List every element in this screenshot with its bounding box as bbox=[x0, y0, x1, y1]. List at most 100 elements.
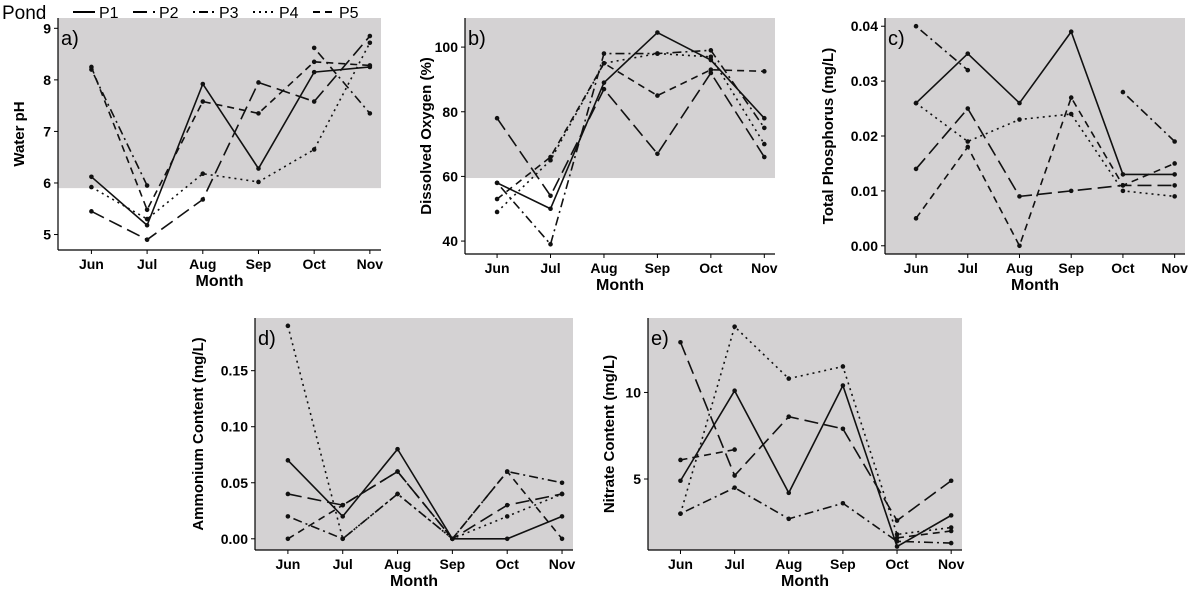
y-tick-label: 8 bbox=[43, 72, 51, 88]
data-point-p5-aug bbox=[200, 99, 206, 104]
data-point-p5-nov bbox=[559, 536, 565, 542]
data-point-p1-nov bbox=[1172, 172, 1177, 177]
data-point-p4-jul bbox=[732, 324, 737, 329]
x-tick-label-jul: Jul bbox=[958, 260, 978, 276]
data-point-p3-aug bbox=[786, 516, 792, 522]
data-point-p5-nov bbox=[948, 528, 954, 534]
data-point-p4-aug bbox=[786, 376, 792, 381]
x-tick-label-jul: Jul bbox=[540, 260, 560, 276]
data-point-p3-oct bbox=[708, 48, 714, 53]
series-line-p2 bbox=[496, 72, 765, 197]
series-p2 bbox=[494, 70, 767, 199]
y-tick-label: 5 bbox=[633, 471, 641, 487]
data-point-p4-sep bbox=[256, 179, 261, 185]
x-axis-title: Month bbox=[1011, 277, 1059, 294]
data-point-p3-sep bbox=[840, 500, 846, 506]
data-point-p5-oct bbox=[708, 67, 714, 73]
panel-shading bbox=[255, 318, 573, 550]
series-line-p3 bbox=[1122, 91, 1176, 143]
data-point-p1-oct bbox=[311, 69, 317, 75]
data-point-p3-oct bbox=[311, 45, 317, 51]
x-tick-label-nov: Nov bbox=[938, 556, 965, 572]
x-tick-label-aug: Aug bbox=[1006, 260, 1033, 276]
series-line-p1 bbox=[915, 30, 1175, 176]
data-point-p1-jun bbox=[678, 478, 683, 484]
data-point-p5-jun bbox=[89, 64, 94, 70]
data-point-p3-aug bbox=[601, 51, 607, 56]
x-axis-title: Month bbox=[196, 273, 244, 290]
data-point-p2-sep bbox=[840, 426, 846, 432]
data-point-p4-nov bbox=[948, 525, 954, 530]
data-point-p5-nov bbox=[1172, 161, 1177, 166]
data-point-p3-jul bbox=[548, 242, 553, 247]
data-point-p5-nov bbox=[762, 69, 767, 74]
series-p3 bbox=[913, 23, 1177, 144]
data-point-p2-sep bbox=[1068, 188, 1074, 194]
data-point-p4-jul bbox=[340, 536, 346, 542]
y-axis-title: Dissolved Oxygen (%) bbox=[418, 57, 435, 215]
data-point-p5-jun bbox=[913, 216, 919, 221]
data-point-p1-oct bbox=[504, 536, 510, 542]
data-point-p4-sep bbox=[1068, 111, 1074, 117]
legend-label-p1: P1 bbox=[99, 5, 119, 22]
series-line-p1 bbox=[90, 66, 370, 227]
data-point-p1-jun bbox=[89, 174, 94, 180]
series-p5 bbox=[678, 447, 954, 541]
series-p5 bbox=[494, 60, 767, 202]
data-point-p3-jun bbox=[285, 514, 291, 519]
data-point-p2-sep bbox=[256, 80, 261, 85]
data-point-p4-aug bbox=[200, 171, 206, 176]
data-point-p4-nov bbox=[762, 141, 767, 147]
panel-shading bbox=[465, 18, 775, 179]
x-tick-label-jun: Jun bbox=[904, 260, 929, 276]
y-tick-label: 0.00 bbox=[851, 238, 878, 254]
series-p5 bbox=[913, 95, 1177, 249]
data-point-p2-nov bbox=[762, 154, 767, 160]
data-point-p5-nov bbox=[367, 63, 373, 68]
data-point-p1-oct bbox=[1120, 172, 1126, 177]
data-point-p5-oct bbox=[504, 469, 510, 474]
data-point-p2-aug bbox=[601, 86, 607, 92]
legend-label-p4: P4 bbox=[279, 5, 299, 22]
panel-label: a) bbox=[61, 28, 79, 50]
x-tick-label-aug: Aug bbox=[775, 556, 802, 572]
x-tick-label-sep: Sep bbox=[1058, 260, 1084, 276]
series-line-p3 bbox=[287, 470, 563, 540]
data-point-p1-jul bbox=[144, 222, 150, 228]
data-point-p2-nov bbox=[1172, 183, 1177, 188]
series-line-p5 bbox=[680, 448, 735, 461]
data-point-p5-oct bbox=[894, 535, 900, 541]
series-p2 bbox=[89, 33, 373, 242]
panel-label: d) bbox=[258, 328, 276, 350]
data-point-p2-jun bbox=[285, 491, 291, 497]
data-point-p3-nov bbox=[559, 480, 565, 486]
y-tick-label: 0.04 bbox=[851, 18, 878, 34]
data-point-p1-aug bbox=[395, 446, 400, 452]
series-p4 bbox=[678, 324, 954, 537]
data-point-p5-jul bbox=[548, 154, 553, 160]
data-point-p3-oct bbox=[894, 539, 900, 544]
series-line-p3 bbox=[680, 486, 952, 544]
data-point-p2-jun bbox=[913, 166, 919, 172]
y-tick-label: 9 bbox=[43, 20, 51, 36]
x-tick-label-aug: Aug bbox=[189, 256, 216, 272]
data-point-p1-jun bbox=[285, 458, 291, 463]
y-axis-title: Ammonium Content (mg/L) bbox=[190, 337, 207, 530]
data-point-p1-oct bbox=[894, 544, 900, 549]
legend: Pond P1 P2 P3 P4 P5 bbox=[2, 3, 359, 24]
data-point-p1-aug bbox=[1017, 100, 1022, 106]
data-point-p1-sep bbox=[655, 30, 660, 35]
series-line-p1 bbox=[287, 448, 563, 540]
data-point-p4-jun bbox=[678, 511, 683, 516]
series-p5 bbox=[89, 59, 373, 213]
x-tick-label-jul: Jul bbox=[333, 556, 353, 572]
data-point-p1-sep bbox=[1068, 29, 1074, 35]
panel-label: e) bbox=[651, 328, 669, 350]
x-axis-title: Month bbox=[596, 277, 644, 294]
x-axis-title: Month bbox=[390, 573, 438, 590]
data-point-p1-aug bbox=[786, 490, 792, 496]
x-tick-label-oct: Oct bbox=[1111, 260, 1135, 276]
y-tick-label: 6 bbox=[43, 175, 51, 191]
data-point-p4-nov bbox=[1172, 194, 1177, 199]
